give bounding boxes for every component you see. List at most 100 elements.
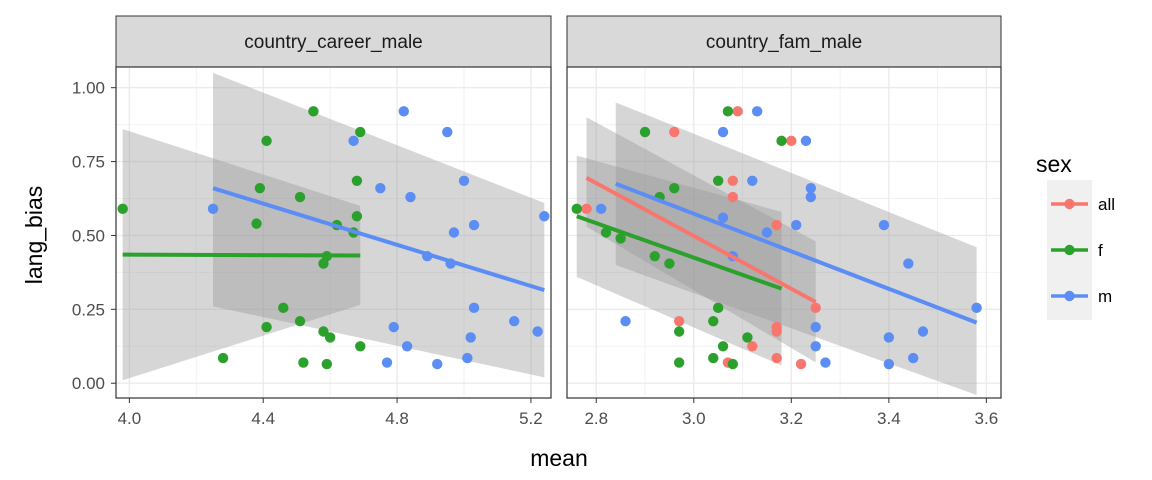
legend-title: sex: [1036, 151, 1072, 177]
point-m: [883, 332, 895, 343]
confidence-band-m: [615, 102, 977, 396]
point-f: [673, 326, 685, 337]
x-tick-label: 3.0: [682, 409, 706, 428]
confidence-band-f: [576, 155, 782, 366]
point-m: [620, 315, 631, 327]
point-f: [776, 135, 787, 147]
panel-title-fam: country_fam_male: [706, 32, 862, 53]
point-m: [790, 219, 802, 231]
point-all: [810, 302, 821, 314]
point-all: [795, 358, 807, 370]
point-m: [348, 135, 359, 147]
panel-strip-career: country_career_male: [115, 15, 552, 68]
y-axis: 0.00 0.25 0.50 0.75 1.00: [72, 79, 116, 393]
point-f: [355, 341, 366, 352]
panel-border: [115, 66, 552, 399]
point-m: [908, 352, 919, 364]
point-f: [251, 218, 262, 229]
point-f: [664, 258, 675, 269]
fit-line-f: [576, 214, 783, 291]
point-m: [903, 258, 914, 269]
point-all: [669, 126, 680, 138]
point-m: [381, 357, 393, 368]
point-f: [722, 106, 734, 117]
x-tick-label: 4.8: [385, 409, 409, 428]
point-m: [458, 175, 470, 186]
panel-border: [566, 66, 1002, 399]
point-m: [810, 341, 821, 352]
point-f: [742, 332, 753, 343]
point-f: [708, 352, 719, 364]
point-m: [717, 212, 729, 223]
point-all: [771, 352, 782, 364]
point-all: [732, 106, 743, 117]
point-m: [462, 352, 473, 364]
legend: sex all f m: [1036, 151, 1115, 320]
point-f: [708, 315, 719, 327]
x-tick-label: 5.2: [519, 409, 543, 428]
point-f: [669, 182, 680, 194]
x-tick-label: 3.4: [877, 409, 901, 428]
point-f: [261, 321, 272, 333]
point-m: [805, 191, 817, 203]
point-f: [318, 326, 329, 337]
point-f: [321, 358, 333, 370]
point-m: [805, 182, 817, 194]
point-m: [388, 321, 399, 333]
point-f: [355, 126, 366, 138]
y-tick-label: 0.50: [72, 226, 105, 245]
point-m: [405, 191, 416, 203]
point-f: [217, 352, 229, 364]
point-f: [298, 357, 309, 368]
point-m: [595, 203, 607, 215]
point-m: [810, 321, 821, 333]
point-m: [971, 302, 982, 314]
point-m: [532, 326, 543, 337]
point-m: [917, 326, 929, 337]
point-f: [571, 203, 582, 215]
point-f: [351, 175, 363, 186]
point-m: [375, 182, 386, 194]
point-f: [673, 357, 685, 368]
legend-label-m: m: [1098, 287, 1112, 306]
x-tick-label: 4.0: [118, 409, 142, 428]
point-m: [448, 227, 460, 238]
point-m: [539, 211, 550, 222]
fit-line-m: [615, 181, 978, 325]
point-f: [600, 227, 612, 238]
confidence-band-m: [213, 72, 545, 378]
point-m: [508, 315, 520, 327]
fit-line-f: [122, 252, 361, 258]
y-tick-label: 0.75: [72, 153, 105, 172]
fit-line-m: [212, 186, 545, 293]
point-all: [581, 203, 592, 215]
fit-line-all: [585, 176, 817, 304]
point-m: [207, 203, 219, 215]
point-m: [747, 175, 758, 186]
point-all: [673, 315, 685, 327]
point-f: [308, 106, 319, 117]
point-f: [278, 302, 289, 314]
point-f: [351, 211, 363, 222]
x-axis-title: mean: [530, 445, 588, 471]
point-m: [751, 106, 763, 117]
x-tick-label: 2.8: [584, 409, 608, 428]
point-m: [717, 126, 729, 138]
point-f: [717, 341, 729, 352]
point-m: [800, 135, 812, 147]
point-f: [639, 126, 651, 138]
legend-point-f: [1064, 244, 1075, 256]
point-all: [771, 321, 782, 333]
point-m: [398, 106, 409, 117]
point-all: [786, 135, 797, 147]
x-tick-label: 4.4: [251, 409, 275, 428]
point-all: [727, 191, 738, 203]
point-f: [117, 203, 128, 215]
point-m: [883, 358, 895, 370]
panel-background: [567, 67, 1001, 398]
point-all: [747, 341, 758, 352]
point-f: [254, 182, 266, 194]
legend-point-m: [1064, 290, 1075, 302]
x-tick-label: 3.2: [779, 409, 803, 428]
